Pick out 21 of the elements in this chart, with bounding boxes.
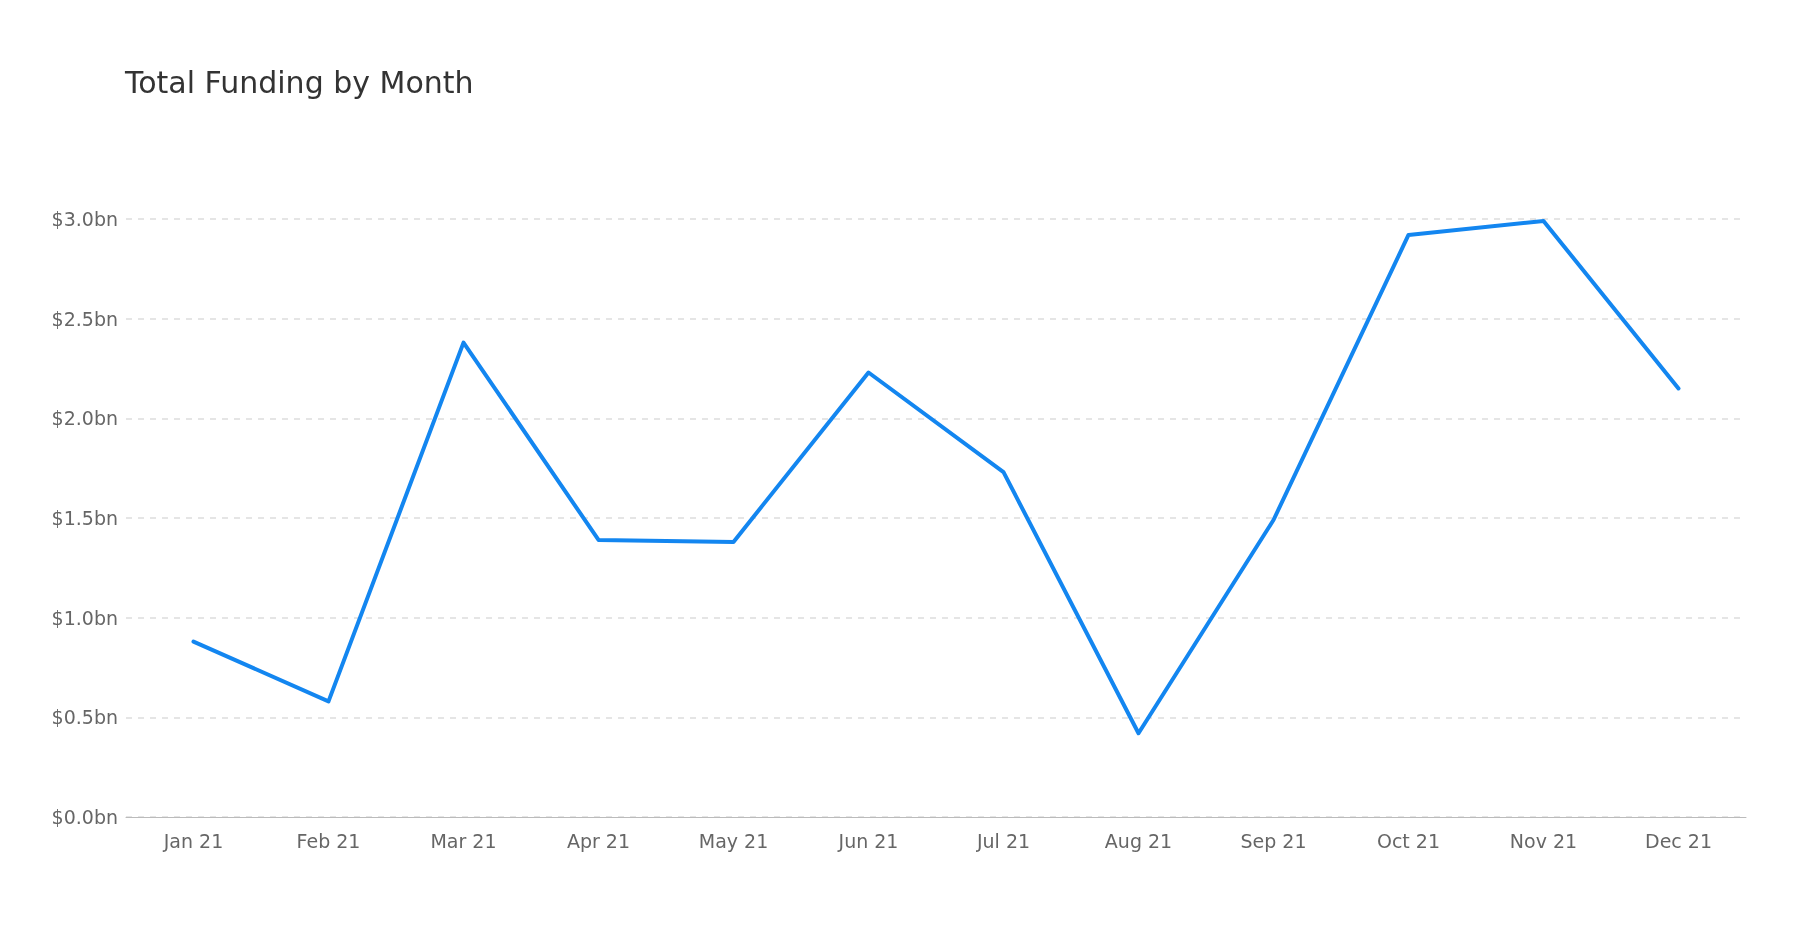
x-tick-label: Dec 21 (1645, 829, 1712, 852)
y-tick-label: $2.5bn (51, 307, 118, 330)
x-tick-label: Aug 21 (1104, 829, 1173, 852)
x-tick-label: Nov 21 (1509, 829, 1578, 852)
y-tick-label: $1.0bn (51, 606, 118, 629)
x-tick-label: Jul 21 (975, 829, 1031, 852)
y-tick-label: $0.0bn (51, 806, 118, 828)
x-tick-label: May 21 (698, 829, 769, 852)
y-tick-label: $1.5bn (51, 507, 118, 529)
chart-title: Total Funding by Month (124, 64, 474, 100)
line-series (191, 218, 1681, 736)
x-tick-label: Sep 21 (1240, 829, 1307, 852)
y-tick-label: $3.0bn (51, 208, 118, 230)
x-tick-label: Jan 21 (162, 829, 224, 852)
x-tick-label: Mar 21 (430, 829, 497, 852)
x-tick-label: Apr 21 (566, 829, 631, 852)
x-tick-label: Jun 21 (837, 829, 899, 852)
x-tick-label: Oct 21 (1376, 829, 1441, 852)
x-tick-label: Feb 21 (296, 829, 361, 852)
y-tick-label: $0.5bn (51, 706, 118, 729)
y-tick-label: $2.0bn (51, 407, 118, 430)
